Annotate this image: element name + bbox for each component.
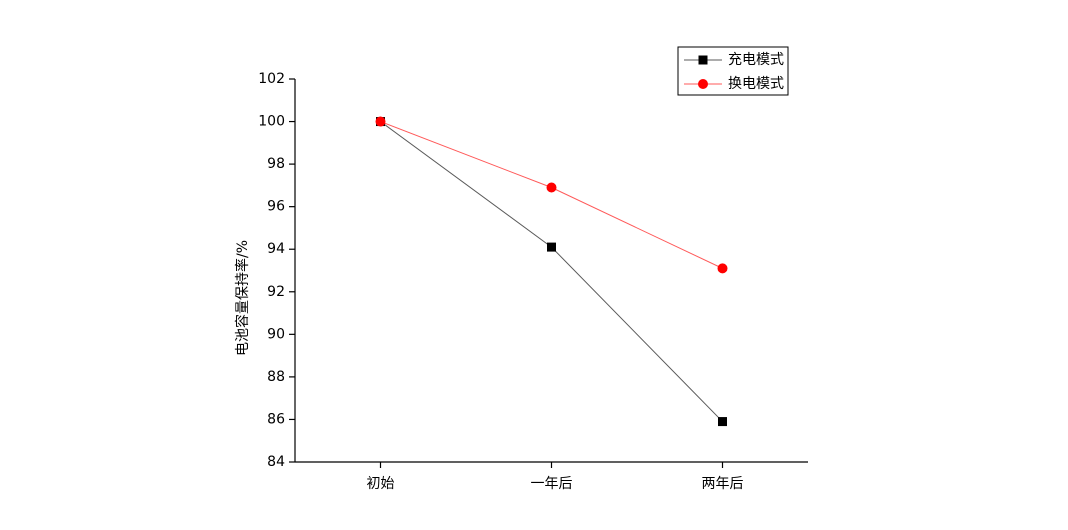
y-tick-label: 100 [258, 114, 285, 130]
data-point [547, 242, 556, 252]
y-tick-label: 102 [258, 71, 285, 87]
y-tick-label: 86 [267, 411, 285, 427]
x-tick-label: 一年后 [531, 476, 573, 492]
y-tick-label: 88 [267, 369, 285, 385]
legend-label: 换电模式 [728, 75, 784, 92]
y-tick-label: 94 [267, 241, 285, 257]
x-tick-label: 两年后 [702, 476, 744, 492]
y-tick-label: 90 [267, 326, 285, 342]
data-point [718, 417, 727, 427]
y-tick-label: 98 [267, 156, 285, 172]
series-line [380, 121, 723, 422]
y-axis-label: 电池容量保持率/% [234, 240, 251, 356]
y-tick-label: 84 [267, 454, 285, 470]
data-point [375, 116, 386, 127]
data-point [717, 263, 728, 274]
legend-label: 充电模式 [728, 52, 784, 68]
legend-marker [698, 79, 708, 89]
legend-box [677, 46, 789, 96]
y-tick-label: 96 [267, 199, 285, 215]
data-point [546, 182, 557, 193]
y-tick-label: 92 [267, 284, 285, 300]
legend-marker [698, 55, 708, 65]
x-tick-label: 初始 [367, 475, 395, 492]
